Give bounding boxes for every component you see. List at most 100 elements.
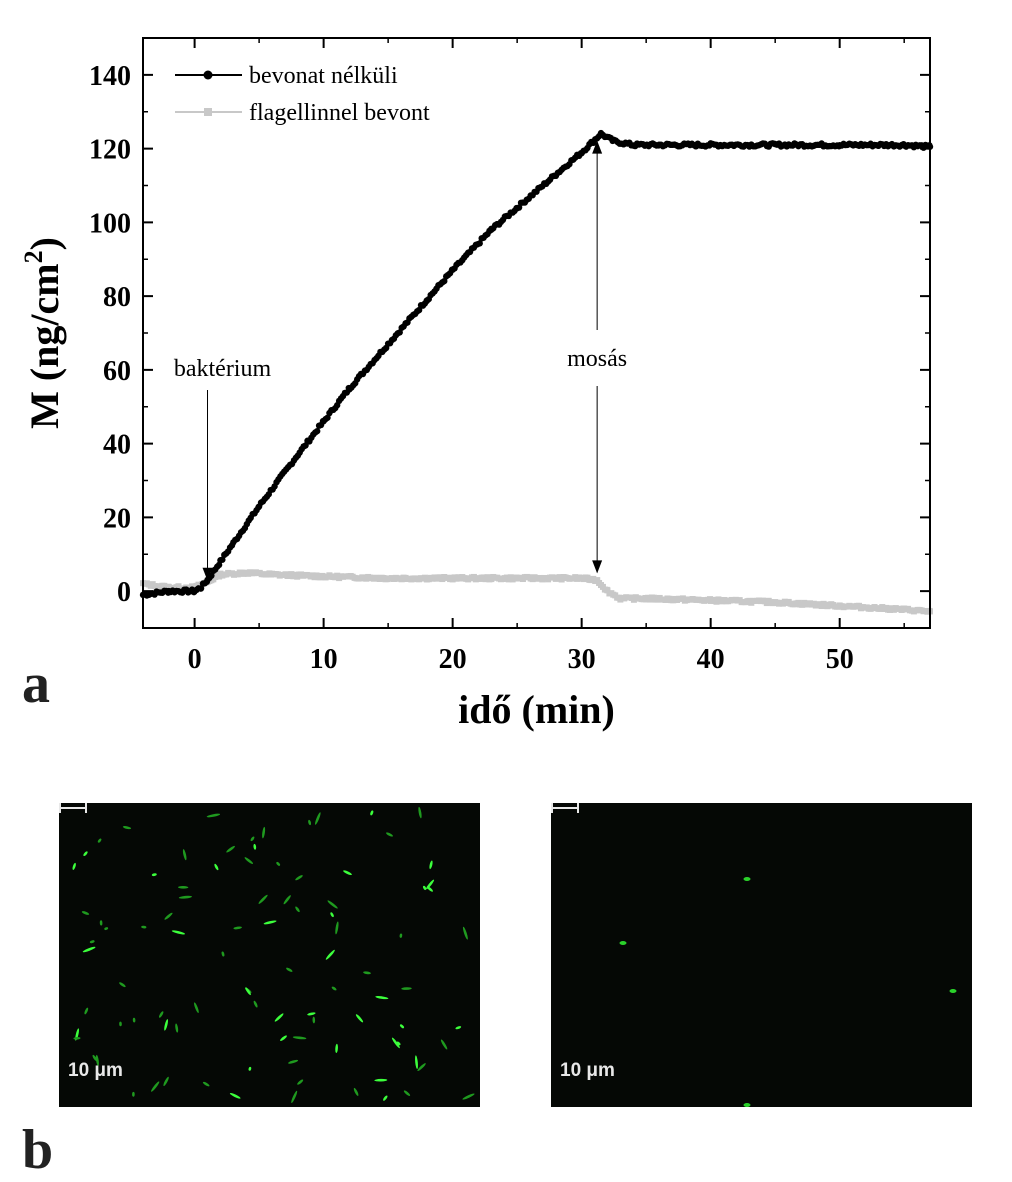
bacterium-dot — [141, 925, 147, 929]
bacterium-dot — [403, 1090, 411, 1096]
y-tick-label: 140 — [89, 61, 131, 92]
bacterium-dot — [331, 986, 337, 991]
y-tick-label: 80 — [103, 282, 131, 313]
data-point — [476, 240, 483, 247]
micrograph-uncoated: 10 μm — [59, 803, 480, 1107]
scale-bar-label: 10 μm — [560, 1060, 615, 1081]
bacterium-dot — [286, 967, 293, 972]
bacterium-dot — [355, 1014, 364, 1023]
bacterium-dot — [391, 1037, 400, 1049]
bacterium-dot — [455, 1026, 462, 1030]
legend-label: bevonat nélküli — [249, 63, 398, 89]
bacterium-dot — [274, 1013, 284, 1022]
bacterium-dot — [83, 851, 88, 857]
bacterium-dot — [263, 920, 277, 925]
bacterium-dot — [743, 1103, 751, 1107]
bacterium-dot — [619, 941, 627, 945]
bacterium-dot — [119, 1021, 122, 1027]
bacterium-dot — [99, 920, 103, 926]
bacterium-dot — [462, 926, 468, 940]
bacterium-dot — [440, 1039, 448, 1050]
bacterium-dot — [151, 1081, 160, 1092]
bacterium-dot — [292, 1036, 307, 1040]
bacterium-dot — [295, 875, 303, 881]
data-point — [197, 585, 205, 592]
bacterium-dot — [233, 926, 242, 930]
x-axis-title: idő (min) — [458, 687, 615, 732]
x-tick-label: 20 — [439, 644, 467, 675]
y-axis-title-main: M (ng/cm — [22, 263, 67, 429]
bacterium-dot — [73, 1036, 81, 1040]
bacterium-dot — [262, 826, 266, 839]
y-tick-label: 0 — [117, 577, 131, 608]
bacterium-dot — [325, 949, 335, 960]
bacterium-dot — [226, 845, 235, 853]
bacterium-dot — [330, 912, 334, 918]
bacterium-dot — [291, 1090, 298, 1104]
bacterium-dot — [308, 819, 312, 826]
x-axis-ticks: 0 10 20 30 40 50 — [188, 38, 905, 675]
scale-bar — [59, 803, 87, 813]
bacterium-dot — [164, 912, 173, 920]
bacterium-dot — [82, 946, 96, 953]
bacterium-dot — [158, 1011, 164, 1018]
bacterium-dot — [95, 1054, 99, 1066]
series-flagellin-coated — [140, 569, 933, 615]
x-tick-label: 40 — [697, 644, 725, 675]
bacterium-dot — [415, 1055, 418, 1069]
bacterium-dot — [194, 1002, 199, 1014]
bacterium-dot — [245, 987, 251, 996]
bacterium-dot — [258, 894, 268, 904]
y-axis-title-end: ) — [22, 237, 67, 250]
bacterium-dot — [335, 1043, 338, 1053]
bacterium-dot — [386, 832, 393, 837]
legend-marker — [203, 70, 213, 80]
legend-marker — [204, 108, 212, 116]
bacterium-dot — [178, 885, 189, 889]
bacterium-dot — [353, 1087, 359, 1096]
bacterium-dot — [151, 873, 157, 877]
bacterium-dot — [423, 885, 427, 891]
bacterium-dot — [92, 1054, 98, 1062]
bacterium-dot — [401, 987, 412, 990]
bacterium-dot — [399, 933, 403, 938]
bacterium-dot — [132, 1017, 136, 1023]
bacterium-dot — [280, 1035, 287, 1041]
arrow-head — [202, 567, 213, 581]
bacterium-dot — [164, 1019, 169, 1031]
bacterium-dot — [72, 862, 76, 870]
bacterium-label: baktérium — [174, 356, 272, 382]
y-axis-title-sup: 2 — [19, 250, 48, 263]
x-tick-label: 50 — [826, 644, 854, 675]
bacterium-dot — [182, 849, 187, 861]
bacterium-dot — [383, 1095, 388, 1101]
bacterium-dot — [363, 971, 371, 975]
bacterium-dot — [949, 989, 957, 993]
bacterium-dot — [374, 1078, 388, 1082]
bacterium-dot — [283, 895, 291, 905]
bacterium-dot — [253, 1000, 258, 1008]
y-tick-label: 100 — [89, 208, 131, 239]
bacterium-dot — [429, 860, 433, 870]
bacterium-dot — [335, 921, 339, 935]
bacterium-dot — [418, 806, 422, 819]
bacterium-dot — [171, 930, 186, 935]
bacterium-dot — [214, 863, 219, 871]
arrow-head — [592, 140, 603, 154]
y-tick-label: 20 — [103, 503, 131, 534]
scale-bar-label: 10 μm — [68, 1060, 123, 1081]
bacterium-dot — [288, 1059, 299, 1064]
legend-label: flagellinnel bevont — [249, 100, 430, 126]
data-point — [313, 427, 321, 435]
scale-bar — [551, 803, 579, 813]
bacterium-dot — [250, 836, 255, 842]
legend: bevonat nélküli flagellinnel bevont — [175, 63, 430, 126]
bacterium-dot — [104, 927, 109, 931]
bacterium-dot — [119, 982, 126, 988]
bacterium-dot — [307, 1012, 316, 1016]
bacterium-dot — [295, 906, 300, 913]
bacterium-dot — [206, 813, 221, 818]
y-tick-label: 60 — [103, 356, 131, 387]
bacterium-dot — [244, 857, 254, 865]
panel-label-a: a — [22, 653, 50, 715]
